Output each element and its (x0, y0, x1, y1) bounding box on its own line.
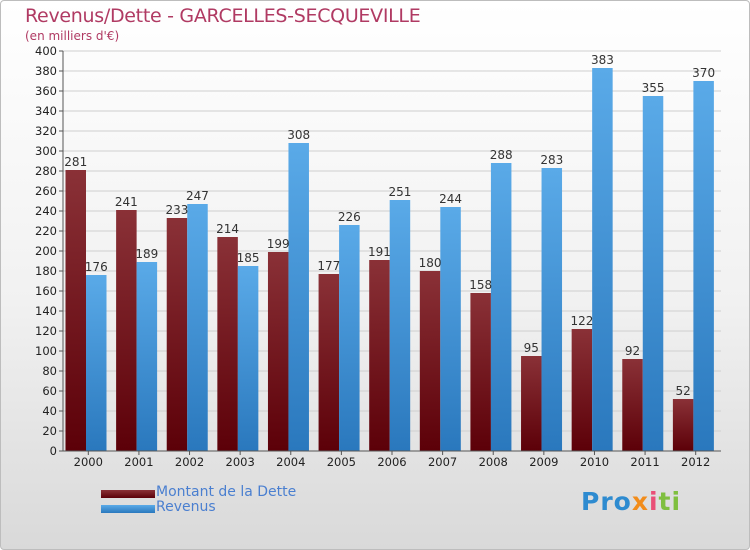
debt-bar (318, 274, 340, 451)
revenue-value-label: 383 (591, 53, 614, 67)
legend-label-debt: Montant de la Dette (156, 484, 297, 500)
debt-bar (267, 252, 289, 451)
revenue-value-label: 251 (388, 185, 411, 199)
revenue-bar (693, 81, 714, 451)
y-tick-label: 20 (42, 424, 57, 438)
debt-bar (217, 237, 238, 451)
revenue-value-label: 176 (85, 260, 108, 274)
debt-bar (521, 356, 542, 451)
debt-value-label: 52 (675, 384, 690, 398)
y-tick-label: 80 (42, 364, 57, 378)
debt-value-label: 158 (469, 278, 492, 292)
debt-bar (116, 210, 137, 451)
revenue-bar (339, 225, 360, 451)
y-tick-label: 0 (50, 444, 57, 458)
y-tick-label: 60 (42, 384, 57, 398)
revenue-bar (440, 207, 461, 451)
chart-title: Revenus/Dette - GARCELLES-SECQUEVILLE (25, 5, 421, 27)
x-tick-label: 2011 (630, 455, 659, 469)
y-tick-label: 400 (35, 44, 57, 58)
y-tick-label: 100 (35, 344, 57, 358)
debt-value-label: 122 (570, 314, 593, 328)
debt-bar (166, 218, 188, 451)
y-tick-label: 180 (35, 264, 57, 278)
y-tick-label: 300 (35, 144, 57, 158)
revenue-value-label: 189 (135, 247, 158, 261)
legend-swatch-revenue (101, 505, 155, 513)
proxiti-logo: Proxiti (581, 487, 682, 516)
debt-value-label: 281 (64, 155, 87, 169)
y-tick-label: 340 (35, 104, 57, 118)
x-tick-label: 2002 (175, 455, 204, 469)
revenue-value-label: 185 (237, 251, 260, 265)
debt-bar (672, 399, 694, 451)
debt-value-label: 233 (166, 203, 189, 217)
debt-value-label: 95 (524, 341, 539, 355)
revenue-bar (288, 143, 309, 451)
y-tick-label: 40 (42, 404, 57, 418)
debt-value-label: 199 (267, 237, 290, 251)
revenue-bar (541, 168, 563, 451)
debt-bar (470, 293, 491, 451)
debt-bar (369, 260, 390, 451)
chart-subtitle: (en milliers d'€) (25, 29, 120, 43)
x-tick-label: 2006 (377, 455, 406, 469)
legend-label-revenue: Revenus (156, 499, 216, 515)
y-tick-label: 240 (35, 204, 57, 218)
x-tick-label: 2008 (479, 455, 508, 469)
debt-value-label: 241 (115, 195, 138, 209)
x-tick-label: 2001 (124, 455, 153, 469)
revenue-bar (490, 163, 512, 451)
x-tick-label: 2010 (580, 455, 609, 469)
x-tick-label: 2007 (428, 455, 457, 469)
debt-value-label: 177 (317, 259, 340, 273)
x-tick-label: 2009 (529, 455, 558, 469)
revenue-value-label: 370 (692, 66, 715, 80)
y-tick-label: 200 (35, 244, 57, 258)
debt-value-label: 92 (625, 344, 640, 358)
revenue-value-label: 244 (439, 192, 462, 206)
revenue-bar (237, 266, 259, 451)
x-tick-label: 2012 (681, 455, 710, 469)
revenue-bar (642, 96, 664, 451)
revenue-bar (136, 262, 158, 451)
revenue-value-label: 247 (186, 189, 209, 203)
debt-bar (571, 329, 593, 451)
revenue-value-label: 288 (490, 148, 513, 162)
y-tick-label: 140 (35, 304, 57, 318)
debt-bar (622, 359, 643, 451)
y-tick-label: 380 (35, 64, 57, 78)
x-tick-label: 2003 (226, 455, 255, 469)
y-tick-label: 120 (35, 324, 57, 338)
y-tick-label: 280 (35, 164, 57, 178)
y-tick-label: 260 (35, 184, 57, 198)
bars (65, 68, 714, 451)
x-tick-label: 2005 (327, 455, 356, 469)
y-tick-label: 360 (35, 84, 57, 98)
revenue-value-label: 283 (540, 153, 563, 167)
revenue-value-label: 308 (287, 128, 310, 142)
revenue-bar (389, 200, 411, 451)
debt-bar (419, 271, 441, 451)
legend-swatch-debt (101, 490, 155, 498)
y-tick-label: 220 (35, 224, 57, 238)
debt-value-label: 214 (216, 222, 239, 236)
debt-value-label: 191 (368, 245, 391, 259)
revenue-bar (592, 68, 613, 451)
x-tick-label: 2000 (74, 455, 103, 469)
axes: 0 20 40 60 80 100 120 140 160 180 200 220 240 260 280 3… (35, 44, 721, 469)
revenue-value-label: 355 (642, 81, 665, 95)
x-tick-label: 2004 (276, 455, 305, 469)
y-tick-label: 320 (35, 124, 57, 138)
revenue-bar (86, 275, 107, 451)
debt-value-label: 180 (419, 256, 442, 270)
debt-bar (65, 170, 86, 451)
y-tick-label: 160 (35, 284, 57, 298)
revenue-bar (187, 204, 208, 451)
revenue-value-label: 226 (338, 210, 361, 224)
